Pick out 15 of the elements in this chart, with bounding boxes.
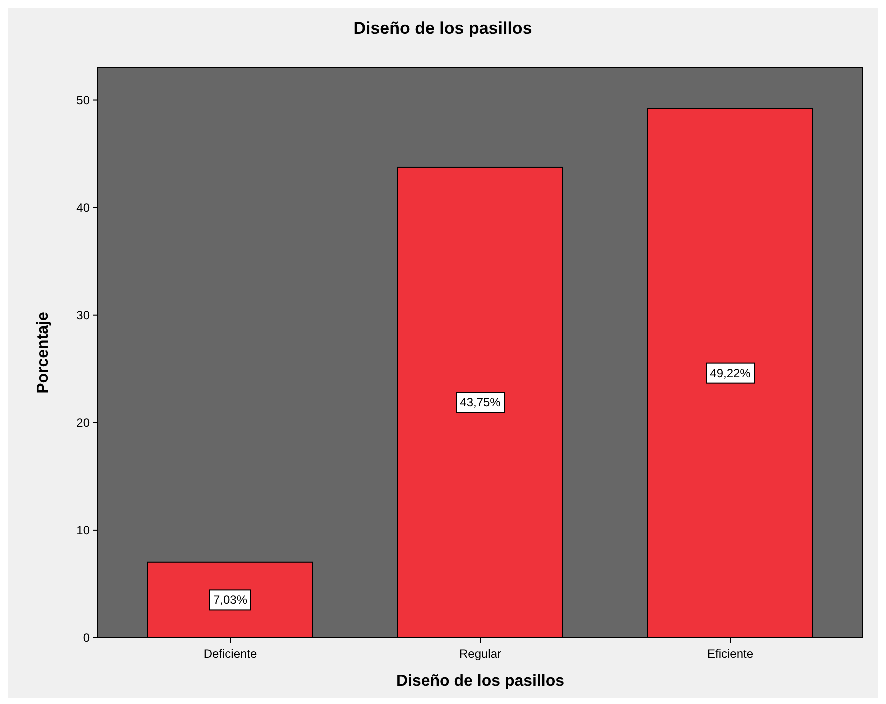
data-label: 43,75%	[460, 396, 502, 410]
y-tick-label: 50	[76, 93, 90, 108]
data-label: 49,22%	[710, 366, 752, 380]
x-tick-label: Eficiente	[707, 647, 754, 661]
x-axis-title: Diseño de los pasillos	[396, 673, 565, 690]
x-tick-label: Regular	[459, 647, 502, 661]
y-tick-label: 10	[76, 523, 90, 538]
data-label: 7,03%	[213, 593, 248, 608]
chart-title: Diseño de los pasillos	[354, 19, 532, 38]
y-axis-title: Porcentaje	[35, 312, 52, 394]
y-tick-label: 40	[76, 200, 90, 215]
y-tick-label: 20	[76, 416, 90, 430]
x-tick-label: Deficiente	[204, 647, 258, 661]
y-tick-label: 0	[83, 631, 90, 645]
y-tick-label: 30	[76, 308, 90, 322]
